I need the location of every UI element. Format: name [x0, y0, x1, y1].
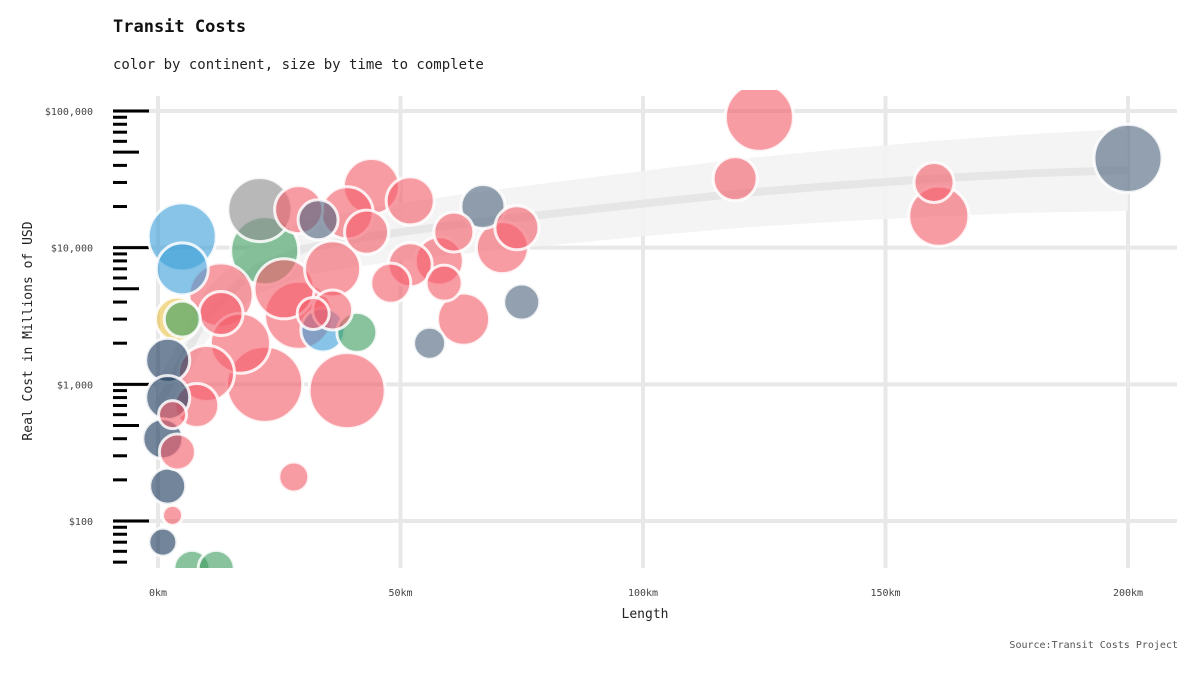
x-tick-label: 150km: [870, 588, 900, 599]
source-caption: Source:Transit Costs Project: [1009, 640, 1178, 651]
data-point: [412, 325, 448, 361]
data-point: [436, 291, 492, 347]
x-axis-title: Length: [622, 607, 669, 622]
data-point: [307, 351, 387, 431]
y-rug: [113, 109, 149, 564]
data-point: [147, 526, 179, 558]
data-point: [369, 261, 413, 305]
chart-title: Transit Costs: [113, 17, 247, 37]
data-point: [157, 432, 197, 472]
x-tick-label: 0km: [149, 588, 167, 599]
data-point: [148, 466, 188, 506]
data-point: [424, 263, 464, 303]
data-point: [196, 548, 236, 568]
data-point: [162, 299, 202, 339]
data-point: [723, 90, 795, 153]
data-point: [432, 210, 476, 254]
y-tick-label: $1,000: [57, 380, 93, 391]
data-point: [1092, 122, 1164, 194]
data-point: [157, 399, 189, 431]
data-point: [384, 175, 436, 227]
data-point: [711, 155, 759, 203]
data-points: [141, 90, 1164, 568]
y-axis-title: Real Cost in Millions of USD: [21, 221, 36, 440]
axis-labels: 0km 50km 100km 150km 200km $100 $1,000 $10,000 $…: [45, 107, 1143, 599]
y-tick-label: $10,000: [51, 244, 93, 255]
chart-subtitle: color by continent, size by time to comp…: [113, 57, 484, 73]
data-point: [459, 183, 507, 231]
x-tick-label: 200km: [1113, 588, 1143, 599]
data-point: [343, 208, 391, 256]
y-tick-label: $100: [69, 517, 93, 528]
x-tick-label: 100km: [628, 588, 658, 599]
data-point: [161, 503, 185, 527]
data-point: [295, 295, 331, 331]
data-point: [197, 289, 245, 337]
y-tick-label: $100,000: [45, 107, 93, 118]
data-point: [493, 204, 541, 252]
data-point: [502, 282, 542, 322]
data-point: [277, 460, 311, 494]
data-point: [912, 160, 956, 204]
x-tick-label: 50km: [388, 588, 412, 599]
data-point: [296, 198, 340, 242]
data-point: [154, 241, 210, 297]
